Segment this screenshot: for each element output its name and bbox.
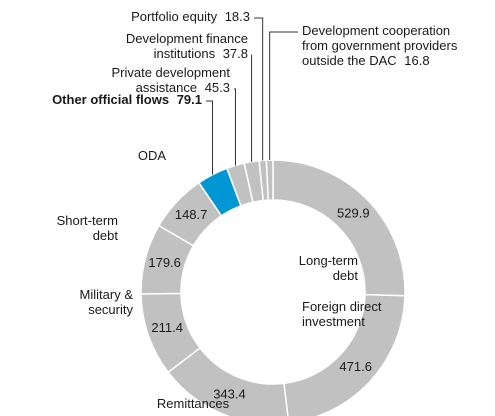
- slice-name-line: ODA: [138, 148, 167, 163]
- donut-slice: [283, 293, 406, 416]
- slice-label: Development finance institutions 37.8: [126, 31, 248, 61]
- slice-label: Short-term debt: [57, 213, 119, 243]
- slice-name-line: Foreign direct: [302, 299, 382, 314]
- slice-label: Remittances: [157, 396, 230, 411]
- slice-name: Foreign direct investment: [302, 299, 382, 329]
- slice-name: ODA: [138, 148, 167, 163]
- leader-line: [206, 100, 214, 175]
- value-label: 18.3: [221, 9, 250, 24]
- slice-name-line: security: [88, 302, 133, 317]
- value-label: 529.9: [337, 205, 370, 220]
- slice-name-line: Long-term: [299, 253, 358, 268]
- value-label: 179.6: [148, 255, 181, 270]
- slice-name-line: Development cooperation: [302, 23, 450, 38]
- value-label: 37.8: [219, 46, 248, 61]
- slice-name-line: debt: [333, 268, 359, 283]
- slice-name: Portfolio equity: [131, 9, 217, 24]
- slice-label: Foreign direct investment: [302, 299, 382, 329]
- slice-name-line: institutions: [154, 46, 216, 61]
- slice-name-line: debt: [93, 228, 119, 243]
- slice-name: Other official flows: [52, 92, 169, 107]
- slice-label: ODA: [138, 148, 167, 163]
- donut-slice: [265, 159, 274, 201]
- value-label: 45.3: [201, 80, 230, 95]
- slice-name-line: Portfolio equity: [131, 9, 217, 24]
- leader-line: [269, 31, 298, 161]
- value-label: 148.7: [175, 207, 208, 222]
- leader-line: [254, 17, 264, 161]
- slice-name: Remittances: [157, 396, 230, 411]
- slice-name: Development finance institutions: [126, 31, 248, 61]
- value-label: 16.8: [401, 53, 430, 68]
- slice-name: Military & security: [80, 287, 134, 317]
- slice-label: Private development assistance 45.3: [111, 65, 230, 95]
- slice-label: Other official flows 79.1: [52, 92, 202, 107]
- value-label: 79.1: [173, 92, 202, 107]
- slice-name: Long-term debt: [299, 253, 359, 283]
- slice-name-line: outside the DAC: [302, 53, 397, 68]
- slice-name-line: Development finance: [126, 31, 248, 46]
- slice-name-line: Military &: [80, 287, 134, 302]
- slice-name-line: from government providers: [302, 38, 458, 53]
- slice-name: Development cooperation from government p…: [302, 23, 458, 68]
- value-label: 343.4: [213, 387, 246, 402]
- slice-name-line: Other official flows: [52, 92, 169, 107]
- slice-name: Private development assistance: [111, 65, 230, 95]
- slice-name-line: investment: [302, 314, 365, 329]
- value-label: 471.6: [339, 359, 372, 374]
- slice-name-line: Private development: [111, 65, 230, 80]
- slice-name: Short-term debt: [57, 213, 119, 243]
- slice-label: Military & security: [80, 287, 134, 317]
- slice-name-line: assistance: [136, 80, 197, 95]
- slice-name-line: Short-term: [57, 213, 118, 228]
- leader-line: [234, 88, 236, 166]
- slice-label: Long-term debt: [299, 253, 359, 283]
- slice-label: Development cooperation from government p…: [302, 23, 458, 68]
- value-label: 211.4: [151, 320, 183, 335]
- slice-name-line: Remittances: [157, 396, 230, 411]
- slice-label: Portfolio equity 18.3: [131, 9, 250, 24]
